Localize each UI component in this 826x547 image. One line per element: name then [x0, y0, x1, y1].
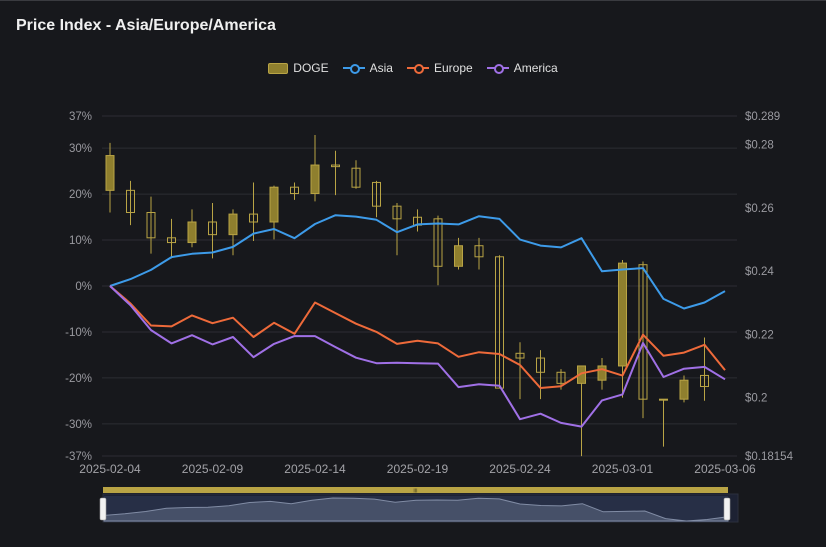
candle-body	[372, 181, 381, 207]
grid-lines	[102, 115, 737, 457]
x-axis: 2025-02-04 2025-02-09 2025-02-14 2025-02-19…	[79, 462, 756, 476]
left-tick-label: -37%	[65, 451, 92, 463]
legend-item-doge[interactable]: DOGE	[268, 61, 329, 75]
candle-body	[105, 155, 115, 191]
candle-body	[700, 374, 709, 388]
left-axis: 37% 30% 20% 10% 0% -10% -20% -30% -37%	[65, 111, 92, 463]
left-tick-label: 10%	[69, 235, 92, 247]
candle-body	[208, 221, 217, 236]
line-circle-icon	[342, 62, 365, 74]
candle-body	[249, 213, 258, 223]
legend-label-america: America	[513, 61, 558, 75]
right-tick-label: $0.24	[745, 266, 774, 278]
candle-body	[310, 164, 320, 195]
x-tick-label: 2025-02-14	[284, 462, 346, 476]
index-lines	[109, 214, 726, 428]
series-line-europe	[109, 285, 726, 389]
legend-label-asia: Asia	[369, 61, 393, 75]
right-tick-label: $0.2	[745, 393, 767, 405]
candle-body	[331, 164, 340, 168]
legend-item-america[interactable]: America	[486, 61, 558, 75]
right-tick-label: $0.28	[745, 139, 774, 151]
slider-window[interactable]	[104, 496, 728, 522]
legend-item-asia[interactable]: Asia	[342, 61, 393, 75]
chart-title: Price Index - Asia/Europe/America	[16, 17, 276, 34]
candle-body	[638, 264, 648, 400]
legend: DOGE Asia Europe America	[0, 61, 826, 75]
right-tick-label: $0.22	[745, 329, 774, 341]
candle-body	[618, 262, 627, 367]
x-tick-label: 2025-02-19	[387, 462, 449, 476]
candle-body	[536, 357, 545, 373]
left-tick-label: -20%	[65, 373, 92, 385]
zoom-slider[interactable]: III	[99, 487, 739, 523]
left-tick-label: 0%	[75, 281, 92, 293]
candle-body	[679, 379, 689, 400]
candle-body	[454, 245, 463, 267]
candle-body	[474, 245, 484, 258]
candle-body	[597, 365, 607, 381]
legend-label-europe: Europe	[433, 61, 473, 75]
candle-body	[167, 237, 176, 244]
x-tick-label: 2025-03-01	[592, 462, 654, 476]
slider-preview-area	[103, 497, 729, 522]
right-axis: $0.289 $0.28 $0.26 $0.24 $0.22 $0.2 $0.18154	[745, 111, 794, 463]
right-tick-label: $0.18154	[745, 451, 794, 463]
slider-left-handle[interactable]	[99, 497, 107, 521]
line-circle-icon	[406, 62, 429, 74]
candle-body	[126, 189, 135, 214]
candle-body	[146, 212, 156, 239]
slider-track[interactable]	[102, 493, 739, 523]
left-tick-label: -30%	[65, 419, 92, 431]
top-divider	[0, 0, 826, 1]
x-tick-label: 2025-03-06	[694, 462, 756, 476]
slider-selected-bar[interactable]	[103, 487, 728, 493]
candle-body	[433, 218, 443, 267]
series-line-asia	[109, 214, 726, 310]
left-tick-label: -10%	[65, 327, 92, 339]
x-tick-label: 2025-02-04	[79, 462, 141, 476]
doge-candles	[105, 134, 709, 457]
candle-body	[269, 186, 279, 223]
candle-body	[351, 167, 361, 188]
left-tick-label: 37%	[69, 111, 92, 123]
legend-label-doge: DOGE	[293, 61, 329, 75]
candle-body	[515, 352, 525, 359]
candle-body	[187, 221, 197, 244]
candle-body	[228, 213, 238, 236]
right-tick-label: $0.26	[745, 203, 774, 215]
series-line-america	[109, 285, 726, 428]
left-tick-label: 30%	[69, 143, 92, 155]
slider-grip-label: III	[413, 489, 417, 495]
legend-item-europe[interactable]: Europe	[406, 61, 473, 75]
x-tick-label: 2025-02-24	[489, 462, 551, 476]
x-tick-label: 2025-02-09	[182, 462, 244, 476]
candle-body	[392, 205, 402, 220]
slider-right-handle[interactable]	[723, 497, 731, 521]
candle-body	[659, 398, 668, 401]
line-circle-icon	[486, 62, 509, 74]
left-tick-label: 20%	[69, 189, 92, 201]
candle-body	[290, 186, 299, 195]
candle-body	[556, 371, 566, 384]
candle-body	[495, 256, 504, 389]
candle-box-icon	[268, 62, 289, 74]
right-tick-label: $0.289	[745, 111, 780, 123]
